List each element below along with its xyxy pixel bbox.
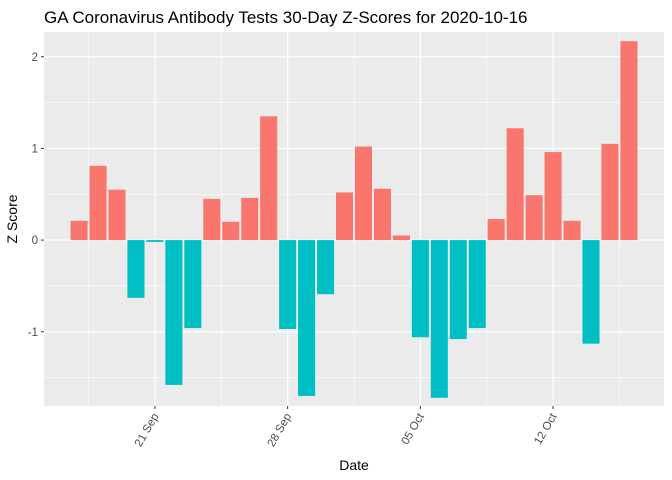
- chart-title: GA Coronavirus Antibody Tests 30-Day Z-S…: [44, 8, 527, 27]
- bars: [70, 41, 638, 398]
- bar: [449, 240, 467, 340]
- bar: [354, 146, 373, 241]
- bar: [392, 235, 410, 241]
- bar: [260, 116, 278, 241]
- bar: [184, 240, 202, 329]
- bar: [279, 240, 297, 329]
- bar: [468, 240, 486, 329]
- bar: [582, 240, 600, 344]
- bar: [544, 152, 562, 241]
- y-axis-label: Z Score: [4, 194, 20, 243]
- bar: [127, 240, 145, 298]
- y-tick-label: 2: [32, 52, 38, 64]
- bar: [430, 240, 448, 398]
- bar: [165, 240, 183, 385]
- bar: [620, 41, 638, 241]
- x-tick-label: 05 Oct: [400, 411, 428, 447]
- x-axis-label: Date: [339, 457, 369, 473]
- bar: [563, 220, 581, 241]
- x-tick-label: 12 Oct: [532, 411, 560, 447]
- bar: [89, 165, 107, 241]
- bar: [241, 197, 259, 241]
- bar: [146, 240, 164, 242]
- x-axis: 21 Sep 28 Sep 05 Oct 12 Oct: [133, 406, 560, 449]
- bar: [317, 240, 335, 295]
- y-tick-label: 1: [32, 143, 38, 155]
- bar: [298, 240, 316, 396]
- bar: [506, 128, 524, 241]
- bar: [108, 189, 126, 241]
- bar: [373, 188, 391, 241]
- bar: [335, 192, 354, 241]
- y-axis: -1 0 1 2: [28, 52, 44, 339]
- bar: [222, 221, 240, 241]
- bar: [601, 143, 619, 241]
- minor-gridlines: [44, 32, 664, 406]
- x-tick-label: 28 Sep: [266, 412, 295, 450]
- bar: [203, 198, 221, 241]
- bar: [411, 240, 429, 338]
- bar: [487, 219, 505, 241]
- bar: [525, 195, 543, 241]
- bar: [70, 220, 88, 241]
- x-tick-label: 21 Sep: [133, 412, 162, 450]
- y-tick-label: 0: [32, 235, 38, 247]
- y-tick-label: -1: [28, 327, 38, 339]
